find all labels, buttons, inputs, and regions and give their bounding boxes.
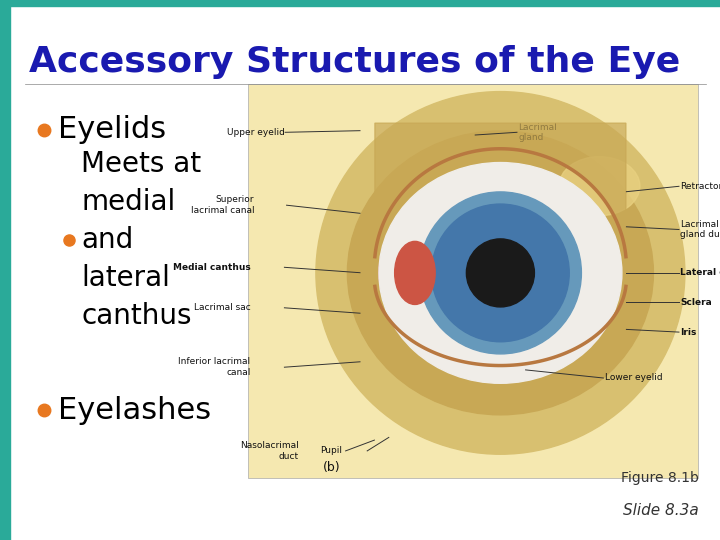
Text: Eyelashes: Eyelashes — [58, 396, 211, 425]
Text: Lacrimal
gland ducts: Lacrimal gland ducts — [680, 220, 720, 239]
Text: (b): (b) — [323, 461, 340, 474]
Text: Upper eyelid: Upper eyelid — [227, 128, 284, 137]
Bar — [248, 84, 698, 478]
Ellipse shape — [559, 157, 640, 216]
Ellipse shape — [379, 230, 433, 316]
Circle shape — [419, 192, 582, 354]
Text: Accessory Structures of the Eye: Accessory Structures of the Eye — [29, 45, 680, 79]
Text: Inferior lacrimal
canal: Inferior lacrimal canal — [179, 357, 251, 377]
Ellipse shape — [347, 131, 654, 415]
Text: Iris: Iris — [680, 328, 697, 336]
Ellipse shape — [395, 241, 435, 305]
Text: Figure 8.1b: Figure 8.1b — [621, 471, 698, 485]
Text: Sclera: Sclera — [680, 298, 712, 307]
Text: Lacrimal
gland: Lacrimal gland — [518, 123, 557, 142]
Text: Lateral canthus: Lateral canthus — [680, 268, 720, 277]
Text: Slide 8.3a: Slide 8.3a — [623, 503, 698, 518]
Ellipse shape — [316, 92, 685, 454]
Text: Eyelids: Eyelids — [58, 115, 166, 144]
Ellipse shape — [379, 163, 622, 383]
Text: Nasolacrimal
duct: Nasolacrimal duct — [240, 441, 299, 461]
Circle shape — [467, 239, 534, 307]
Text: Superior
lacrimal canal: Superior lacrimal canal — [191, 195, 254, 215]
Circle shape — [431, 204, 570, 342]
Text: Lower eyelid: Lower eyelid — [605, 374, 662, 382]
Text: Medial canthus: Medial canthus — [173, 263, 251, 272]
Text: Retractor: Retractor — [680, 182, 720, 191]
Text: Lacrimal sac: Lacrimal sac — [194, 303, 251, 312]
Text: Meets at
medial
and
lateral
canthus: Meets at medial and lateral canthus — [81, 151, 202, 330]
Bar — [0, 0, 10, 540]
Text: Pupil: Pupil — [320, 447, 342, 455]
Bar — [0, 0, 720, 6]
Polygon shape — [375, 123, 626, 256]
